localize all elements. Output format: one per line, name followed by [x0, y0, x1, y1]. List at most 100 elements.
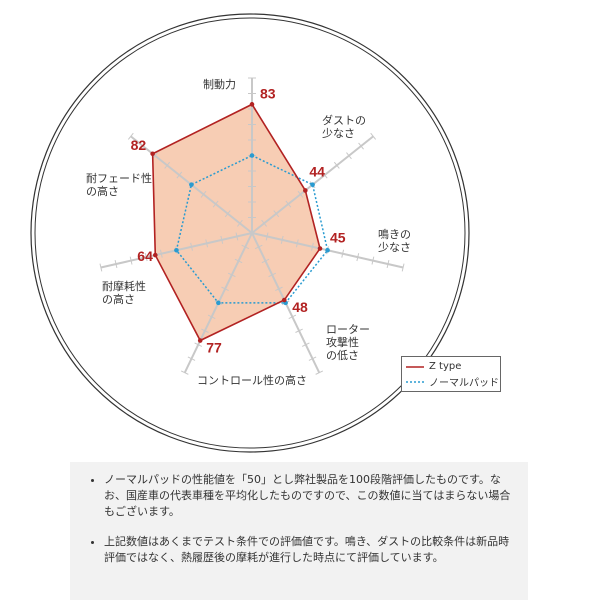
axis-tick [311, 242, 314, 251]
axis-tick [321, 171, 328, 179]
axis-tick [371, 256, 375, 265]
value-label: 83 [260, 85, 276, 101]
normal-pad-point [189, 182, 194, 187]
note-item: ノーマルパッドの性能値を「50」とし弊社製品を100段階評価したものです。なお、… [104, 472, 518, 520]
axis-tick [261, 258, 270, 264]
legend-swatch-normal [406, 380, 424, 383]
axis-label-line: ダストの [322, 114, 366, 127]
axis-label-line: 攻撃性 [326, 336, 359, 349]
axis-label: 制動力 [203, 78, 236, 91]
ztype-area [152, 104, 321, 341]
axis-tick [285, 200, 292, 208]
axis-tick [341, 249, 345, 258]
axis-tick [280, 235, 284, 244]
note-item: 上記数値はあくまでテスト条件での評価値です。鳴き、ダストの比較条件は新品時評価で… [104, 534, 518, 566]
axis-label-line: 少なさ [322, 127, 355, 140]
normal-pad-point [325, 247, 330, 253]
axis-label-line: 少なさ [378, 241, 411, 254]
normal-pad-point [216, 300, 221, 306]
axis-tick [295, 328, 303, 333]
axis-tick [212, 200, 219, 208]
axis-tick [295, 239, 299, 248]
axis-tick [114, 260, 118, 269]
axis-tick [386, 260, 390, 269]
axis-tick [129, 256, 133, 265]
axis-tick [190, 242, 193, 251]
normal-pad-point [310, 182, 315, 187]
axis-label-line: ローター [326, 323, 370, 336]
axis-tick [288, 314, 297, 319]
axis-tick [358, 142, 364, 150]
value-label: 45 [330, 230, 346, 246]
axis-tick [201, 328, 209, 333]
ztype-point [197, 338, 203, 343]
axis-tick [275, 286, 283, 292]
legend-label-normal: ノーマルパッド [429, 378, 499, 389]
axis-tick [346, 152, 352, 160]
axis-label-line: の高さ [102, 293, 135, 306]
ztype-point [150, 151, 155, 157]
axis-tick [207, 314, 216, 319]
axis-label: 鳴きの 少なさ [378, 228, 411, 254]
axis-tick [265, 232, 269, 241]
axis-label-line: の高さ [86, 185, 119, 198]
axis-tick [235, 232, 239, 241]
legend-swatch-ztype [406, 365, 424, 368]
normal-pad-point [174, 247, 179, 253]
ztype-point [249, 102, 255, 107]
ztype-line [151, 103, 321, 342]
ztype-point [152, 252, 158, 258]
axis-tick [180, 370, 189, 375]
axis-label-line: 耐フェード性 [86, 172, 152, 185]
axis-tick [333, 161, 340, 169]
legend-label-ztype: Z type [429, 361, 462, 372]
ztype-point [281, 297, 287, 303]
axis-tick [221, 286, 229, 292]
axis-tick [370, 132, 377, 140]
axis-tick [254, 244, 263, 250]
ztype-point [317, 246, 323, 251]
value-label: 77 [206, 340, 222, 356]
axis-tick [297, 190, 304, 198]
axis-label-line: 鳴きの [378, 228, 411, 241]
axis-tick [224, 210, 231, 218]
axis-label-line: 制動力 [203, 78, 236, 91]
axis-tick [140, 142, 146, 150]
axis-tick [356, 253, 360, 262]
axis-tick [234, 258, 243, 264]
axis-tick [205, 239, 209, 248]
inner-ring [34, 17, 466, 449]
axis-tick [315, 370, 324, 375]
axis-tick [144, 253, 148, 262]
axis-label: 耐フェード性 の高さ [86, 172, 152, 198]
axis-tick [99, 263, 103, 272]
notes-box: ノーマルパッドの性能値を「50」とし弊社製品を100段階評価したものです。なお、… [70, 462, 528, 600]
value-label: 64 [137, 248, 153, 264]
axis-tick [194, 342, 203, 347]
value-label: 48 [292, 299, 308, 315]
axis-tick [236, 219, 243, 227]
axis-tick [159, 249, 163, 258]
axis-tick [308, 356, 317, 361]
axis-tick [273, 210, 280, 218]
axis-tick [187, 356, 196, 361]
axis-tick [241, 244, 250, 250]
radar-chart: 83 44 45 48 77 64 82 [30, 13, 470, 453]
axis-tick [401, 263, 405, 272]
axis-tick [228, 272, 236, 278]
legend: Z type ノーマルパッド [401, 356, 501, 392]
value-label: 44 [309, 163, 325, 179]
axis-tick [200, 190, 207, 198]
axis-tick [176, 171, 183, 179]
axis-tick [301, 342, 310, 347]
outer-ring [30, 13, 470, 453]
axis-tick [127, 132, 134, 140]
axis-tick [220, 235, 224, 244]
ztype-point [303, 188, 308, 193]
axis-label-line: の低さ [326, 349, 359, 362]
axis-label: 耐摩耗性 の高さ [102, 280, 146, 306]
axis-tick [164, 161, 171, 169]
axis-tick [268, 272, 276, 278]
normal-pad-line [175, 154, 329, 304]
axis-label-line: 耐摩耗性 [102, 280, 146, 293]
